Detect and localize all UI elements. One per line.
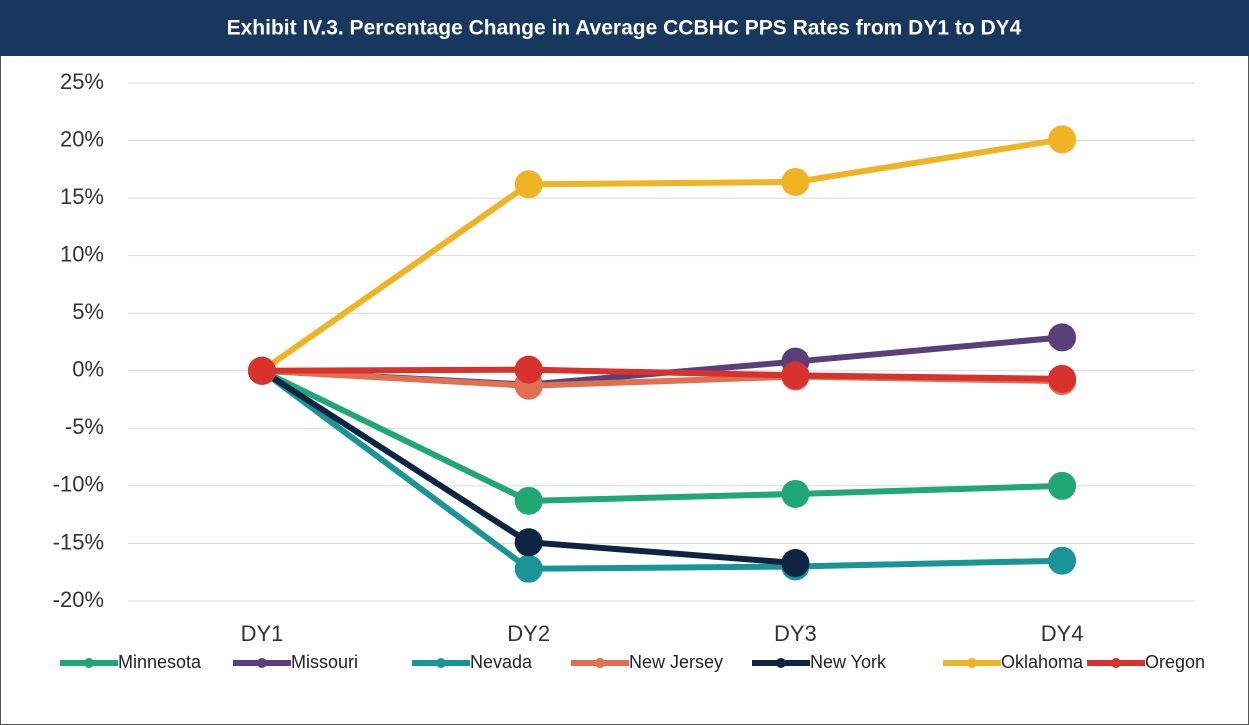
legend-marker (257, 658, 267, 668)
title-bar (0, 0, 1249, 56)
data-point (781, 361, 810, 390)
legend-marker (84, 658, 94, 668)
x-tick-label: DY4 (1041, 621, 1084, 646)
data-point (514, 170, 543, 199)
data-point (514, 554, 543, 583)
data-point (514, 355, 543, 384)
data-point (1048, 125, 1077, 154)
x-tick-label: DY1 (241, 621, 284, 646)
legend-marker (436, 658, 446, 668)
series-line (260, 368, 1063, 572)
legend-marker (776, 658, 786, 668)
data-point (1048, 471, 1077, 500)
series-line (261, 366, 1063, 382)
legend-label: Missouri (291, 652, 358, 672)
data-point (1048, 546, 1077, 575)
legend-label: Oregon (1145, 652, 1205, 672)
x-tick-label: DY2 (507, 621, 550, 646)
y-tick-label: -15% (53, 529, 104, 554)
y-tick-label: 5% (72, 299, 104, 324)
y-tick-label: 15% (60, 184, 104, 209)
data-point (514, 528, 543, 557)
legend-marker (1111, 658, 1121, 668)
legend-label: Minnesota (118, 652, 202, 672)
data-point (1048, 323, 1077, 352)
legend-label: New York (810, 652, 887, 672)
chart-title: Exhibit IV.3. Percentage Change in Avera… (227, 17, 1022, 40)
data-point (248, 356, 276, 385)
x-tick-label: DY3 (774, 621, 817, 646)
data-point (1048, 364, 1077, 393)
y-tick-label: -10% (53, 472, 104, 497)
y-tick-label: 20% (60, 126, 104, 151)
y-tick-label: 0% (72, 357, 104, 382)
y-tick-label: -20% (53, 587, 104, 612)
series-line (260, 368, 1063, 504)
data-point (781, 167, 810, 196)
y-tick-label: -5% (65, 414, 104, 439)
data-point (781, 549, 810, 578)
legend-marker (595, 658, 605, 668)
y-tick-label: 25% (60, 69, 104, 94)
legend-label: New Jersey (629, 652, 723, 672)
legend-label: Oklahoma (1001, 652, 1084, 672)
series-line (260, 136, 1063, 374)
data-point (781, 479, 810, 508)
legend-marker (967, 658, 977, 668)
legend-label: Nevada (470, 652, 533, 672)
data-point (514, 486, 543, 515)
y-tick-label: 10% (60, 241, 104, 266)
